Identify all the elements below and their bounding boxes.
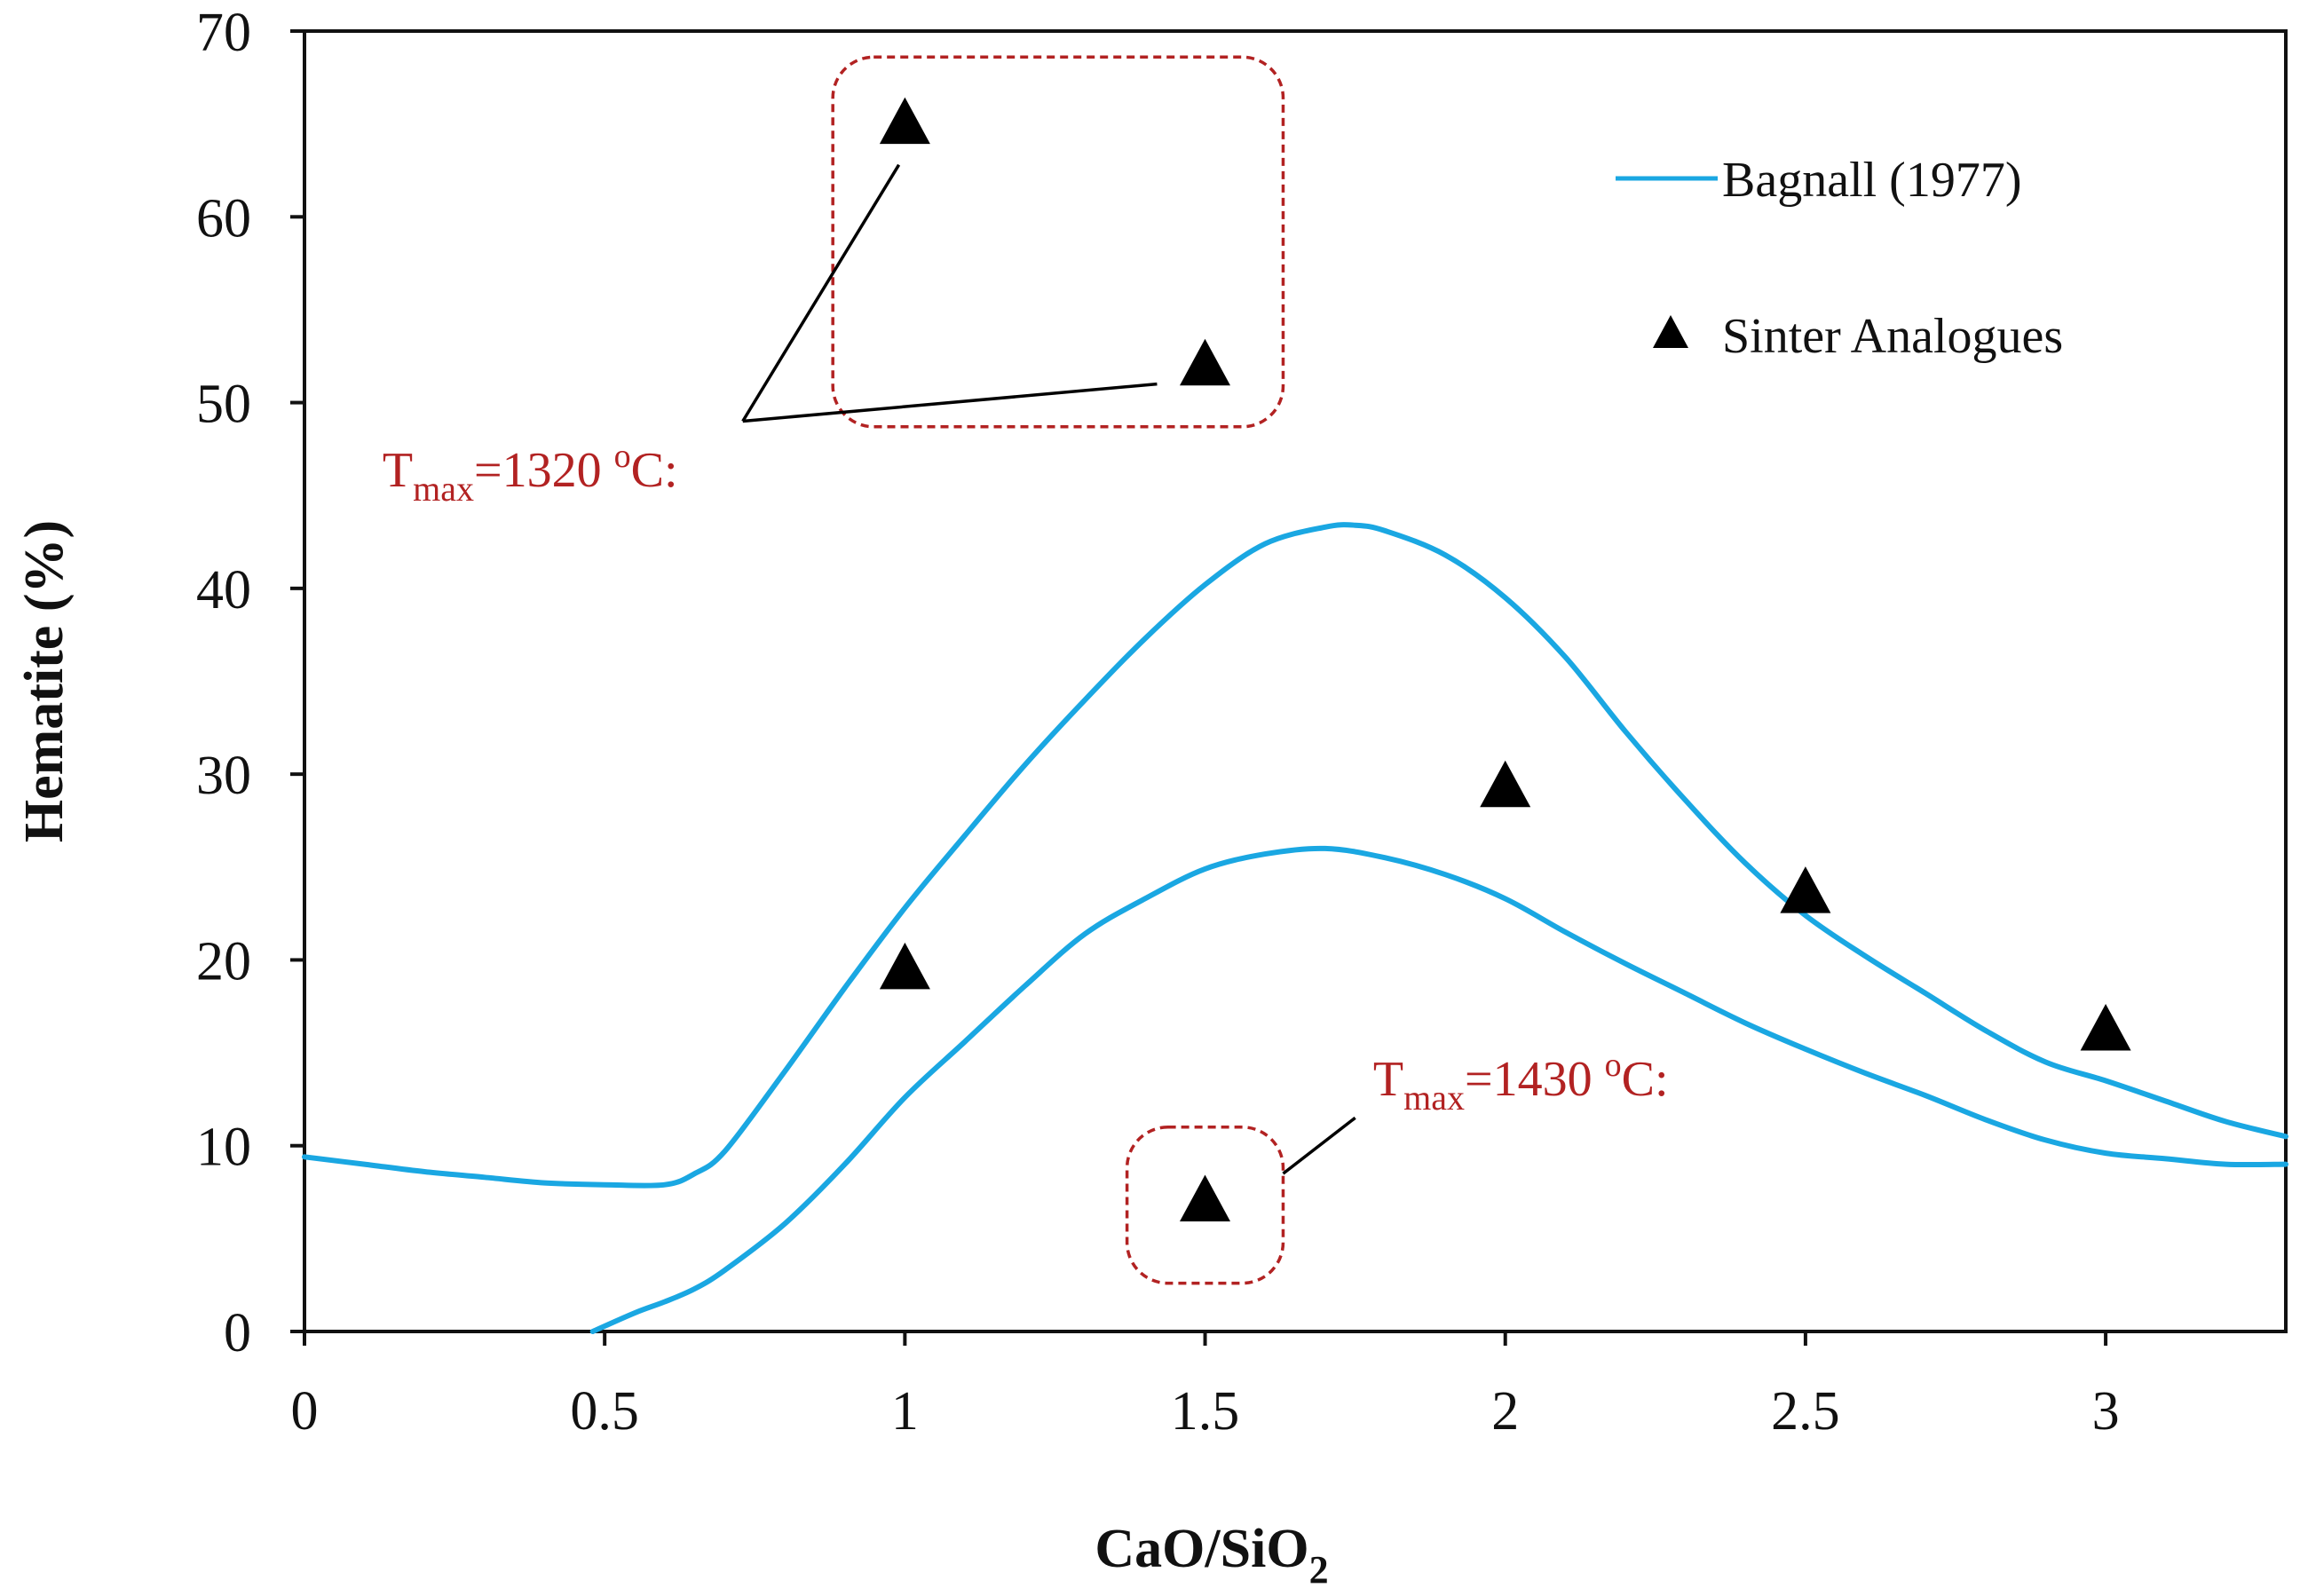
- annotation-label: Tmax=1430 oC:: [1373, 1047, 1669, 1118]
- y-tick-label: 70: [196, 3, 251, 63]
- annotation-label-sub: max: [1403, 1078, 1465, 1118]
- annotation-label-t: T: [383, 443, 413, 498]
- annotation-label-unit: C:: [631, 443, 678, 498]
- series-markers: [879, 97, 2131, 1221]
- y-tick-label: 20: [196, 931, 251, 992]
- annotation-label-unit: C:: [1622, 1052, 1669, 1107]
- sinter-analogue-point: [1180, 338, 1230, 386]
- legend-label-bagnall: Bagnall (1977): [1722, 153, 2021, 208]
- annotation-label-t: T: [1373, 1052, 1403, 1107]
- y-tick-label: 60: [196, 188, 251, 249]
- sinter-analogue-point: [879, 97, 930, 145]
- annotation-tmax-1320: Tmax=1320 oC:: [383, 55, 1285, 509]
- y-tick-label: 30: [196, 746, 251, 806]
- annotation-leader-line: [742, 382, 1158, 423]
- legend-label-sinter: Sinter Analogues: [1722, 309, 2063, 364]
- annotation-label-value: =1430: [1465, 1052, 1605, 1107]
- y-tick-label: 50: [196, 375, 251, 435]
- x-axis-title-main: CaO/SiO: [1095, 1519, 1308, 1579]
- annotation-label-sub: max: [413, 469, 474, 509]
- x-tick-label: 0.5: [570, 1381, 639, 1442]
- y-tick-label: 10: [196, 1118, 251, 1178]
- annotation-leader-line: [741, 163, 901, 423]
- legend: Bagnall (1977) Sinter Analogues: [1616, 153, 2063, 364]
- x-tick-label: 2: [1491, 1381, 1519, 1442]
- x-axis-title: CaO/SiO2: [1095, 1519, 1328, 1592]
- y-axis-ticks: 0 10 20 30 40 50 60 70: [196, 3, 304, 1363]
- sinter-analogue-point: [1180, 1174, 1230, 1221]
- x-tick-label: 0: [291, 1381, 319, 1442]
- plot-area-border: [303, 29, 2288, 1333]
- x-tick-label: 1: [891, 1381, 919, 1442]
- x-tick-label: 3: [2092, 1381, 2120, 1442]
- y-tick-label: 0: [224, 1303, 251, 1363]
- annotation-label: Tmax=1320 oC:: [383, 438, 678, 509]
- bagnall-curve-upper: [302, 522, 2288, 1189]
- x-tick-label: 1.5: [1171, 1381, 1240, 1442]
- sinter-analogue-point: [1480, 760, 1531, 808]
- plot-frame: [303, 29, 2288, 1333]
- sinter-analogue-point: [1780, 866, 1831, 913]
- x-axis-ticks: 0 0.5 1 1.5 2 2.5 3: [291, 1331, 2120, 1442]
- annotation-tmax-1430: Tmax=1430 oC:: [1125, 1047, 1669, 1285]
- legend-marker-swatch: [1653, 315, 1688, 348]
- x-axis-title-sub: 2: [1309, 1548, 1329, 1592]
- annotation-label-value: =1320: [474, 443, 614, 498]
- y-tick-label: 40: [196, 560, 251, 620]
- bagnall-curve-lower: [589, 845, 2288, 1334]
- annotation-dashed-box: [831, 55, 1285, 429]
- series-lines: [302, 522, 2288, 1334]
- annotation-dashed-box: [1125, 1126, 1285, 1285]
- annotation-label-degree: o: [614, 438, 631, 475]
- y-axis-title: Hematite (%): [14, 520, 75, 842]
- sinter-analogue-point: [879, 942, 930, 990]
- sinter-analogue-point: [2080, 1004, 2131, 1051]
- annotation-label-degree: o: [1605, 1047, 1622, 1084]
- x-tick-label: 2.5: [1771, 1381, 1840, 1442]
- annotations: Tmax=1320 oC:Tmax=1430 oC:: [383, 55, 1669, 1285]
- annotation-leader-line: [1282, 1116, 1356, 1175]
